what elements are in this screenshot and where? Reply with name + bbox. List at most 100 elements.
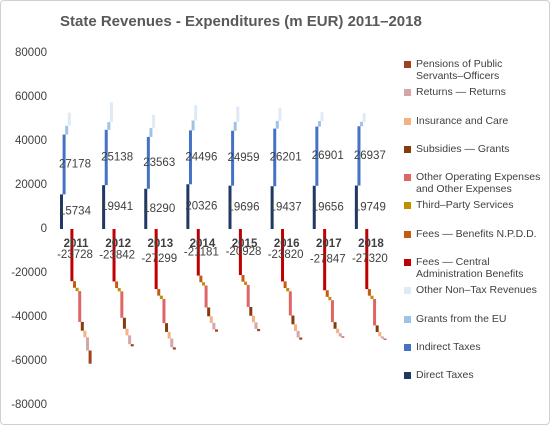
legend: Pensions of Public Servants–Officers Retu… (404, 58, 548, 398)
data-label: -20928 (226, 246, 262, 258)
bar (107, 122, 111, 130)
data-label: -27847 (310, 254, 346, 266)
data-label: -23842 (99, 249, 135, 261)
legend-label: Insurance and Care (416, 114, 509, 127)
data-label: 23563 (143, 157, 175, 169)
bar (273, 128, 277, 187)
legend-item: Other Non–Tax Revenues (404, 284, 548, 312)
data-label: 25138 (101, 152, 133, 164)
y-tick-label: 20000 (15, 179, 47, 191)
bar (162, 298, 166, 324)
legend-label: Grants from the EU (416, 312, 507, 325)
legend-swatch (404, 343, 411, 351)
bar (117, 288, 121, 292)
bar (354, 185, 358, 229)
bar (112, 229, 116, 282)
bar (333, 322, 337, 329)
legend-swatch (404, 372, 411, 380)
bar (86, 337, 89, 351)
legend-item: Insurance and Care (404, 115, 548, 143)
bar (196, 229, 200, 276)
data-label: 19941 (101, 201, 133, 213)
bar (238, 229, 242, 276)
y-tick-label: 60000 (15, 91, 47, 103)
legend-swatch (404, 202, 411, 210)
legend-item: Direct Taxes (404, 369, 548, 397)
bar (338, 333, 342, 337)
y-tick-label: -40000 (11, 311, 47, 323)
bar (315, 126, 319, 186)
bar (336, 328, 340, 334)
bar (383, 338, 387, 340)
legend-item: Fees — Benefits N.P.D.D. (404, 228, 548, 256)
legend-swatch (404, 315, 411, 323)
legend-swatch (404, 259, 411, 267)
bar (120, 291, 124, 318)
bar (212, 322, 216, 330)
bar (109, 102, 113, 123)
bar (370, 295, 374, 300)
x-tick-label: 2013 (148, 238, 174, 250)
y-tick-label: 80000 (15, 47, 47, 59)
legend-label: Fees — Central Administration Benefits (416, 256, 524, 281)
legend-label: Other Operating Expenses and Other Expen… (416, 171, 541, 196)
legend-item: Pensions of Public Servants–Officers (404, 58, 548, 86)
bar (251, 315, 255, 323)
legend-swatch (404, 89, 411, 97)
data-label: 19656 (312, 201, 344, 213)
bar (154, 229, 158, 290)
legend-item: Indirect Taxes (404, 341, 548, 369)
bar (249, 306, 253, 316)
legend-swatch (404, 117, 411, 125)
bar (149, 128, 153, 137)
bar (286, 288, 290, 292)
bar (288, 291, 292, 316)
legend-label: Subsidies — Grants (416, 142, 510, 155)
legend-swatch (404, 230, 411, 238)
bar (367, 289, 371, 296)
bar (375, 325, 379, 333)
y-tick-label: 40000 (15, 135, 47, 147)
bar (323, 229, 327, 291)
legend-label: Other Non–Tax Revenues (416, 284, 537, 297)
legend-item: Returns — Returns (404, 86, 548, 114)
bar (317, 121, 321, 127)
bar (157, 289, 161, 296)
bar (146, 136, 150, 189)
bar (236, 106, 240, 122)
bar (341, 336, 345, 338)
bar (67, 112, 71, 126)
legend-item: Third–Party Services (404, 199, 548, 227)
bar (78, 291, 82, 322)
legend-label: Pensions of Public Servants–Officers (416, 58, 503, 82)
bar (201, 282, 205, 286)
bar (254, 322, 258, 329)
bar (62, 134, 66, 195)
bar (167, 331, 171, 339)
bar (194, 105, 198, 121)
data-label: 27178 (59, 159, 91, 171)
data-label: -27299 (141, 253, 177, 265)
bar (373, 299, 377, 326)
legend-swatch (404, 145, 411, 153)
x-tick-label: 2014 (190, 238, 216, 250)
data-label: 24496 (185, 151, 217, 163)
legend-item: Other Operating Expenses and Other Expen… (404, 171, 548, 199)
bar (312, 185, 316, 229)
bar (70, 229, 74, 282)
bar (144, 188, 148, 229)
bar (296, 330, 300, 338)
bar (128, 335, 132, 345)
bar (122, 317, 126, 329)
legend-label: Fees — Benefits N.P.D.D. (416, 227, 537, 240)
y-tick-label: -20000 (11, 267, 47, 279)
data-label: -23728 (57, 249, 93, 261)
bar (65, 125, 69, 135)
bar (257, 328, 261, 332)
bar (165, 323, 169, 332)
legend-item: Subsidies — Grants (404, 143, 548, 171)
x-tick-label: 2011 (64, 238, 90, 250)
bar (362, 113, 366, 122)
bar (60, 194, 63, 229)
bar (378, 332, 382, 337)
